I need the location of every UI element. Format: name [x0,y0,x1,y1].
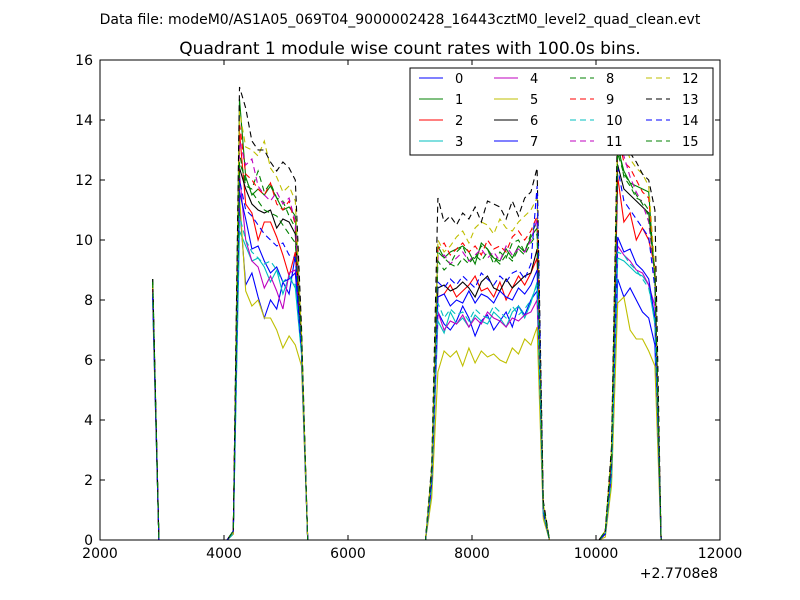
legend-label-11: 11 [606,135,623,150]
series-line-7 [152,191,662,540]
legend-label-4: 4 [530,72,538,87]
legend-label-1: 1 [455,93,463,108]
series-line-3 [152,230,662,540]
legend-label-15: 15 [682,135,699,150]
series-line-12 [152,110,662,540]
series-line-15 [152,152,662,540]
legend-label-0: 0 [455,72,463,87]
legend-label-13: 13 [682,93,699,108]
legend-label-9: 9 [606,93,614,108]
series-line-6 [152,164,662,540]
series-line-10 [152,215,662,540]
y-tick-label: 12 [75,173,93,189]
legend-label-3: 3 [455,135,463,150]
series-line-8 [152,140,662,540]
y-tick-label: 10 [75,233,93,249]
series-line-14 [152,167,662,540]
legend-label-12: 12 [682,72,699,87]
series-line-2 [152,131,662,540]
legend-label-2: 2 [455,114,463,129]
y-tick-label: 4 [84,413,93,429]
legend-label-5: 5 [530,93,538,108]
legend-label-8: 8 [606,72,614,87]
y-tick-label: 16 [75,53,93,69]
y-tick-label: 14 [75,113,93,129]
series-line-11 [152,131,662,540]
series-line-1 [152,98,662,540]
chart-title: Quadrant 1 module wise count rates with … [179,39,640,59]
legend-label-10: 10 [606,114,623,129]
series-layer [152,86,662,540]
legend-label-7: 7 [530,135,538,150]
legend-frame [409,67,714,156]
y-tick-label: 2 [84,473,93,489]
legend-label-14: 14 [682,114,699,129]
x-tick-label: 2000 [82,546,118,562]
x-tick-label: 8000 [454,546,490,562]
legend-label-6: 6 [530,114,538,129]
series-line-4 [152,173,662,540]
y-tick-label: 0 [84,533,93,549]
x-tick-label: 12000 [698,546,743,562]
suptitle: Data file: modeM0/AS1A05_069T04_90000024… [100,12,701,28]
x-tick-label: 10000 [574,546,619,562]
x-tick-label: 4000 [206,546,242,562]
x-offset-label: +2.7708e8 [640,566,718,582]
y-tick-label: 6 [84,353,93,369]
series-line-0 [152,203,662,540]
series-line-5 [152,194,662,540]
series-line-9 [152,122,662,540]
x-tick-label: 6000 [330,546,366,562]
y-tick-label: 8 [84,293,93,309]
